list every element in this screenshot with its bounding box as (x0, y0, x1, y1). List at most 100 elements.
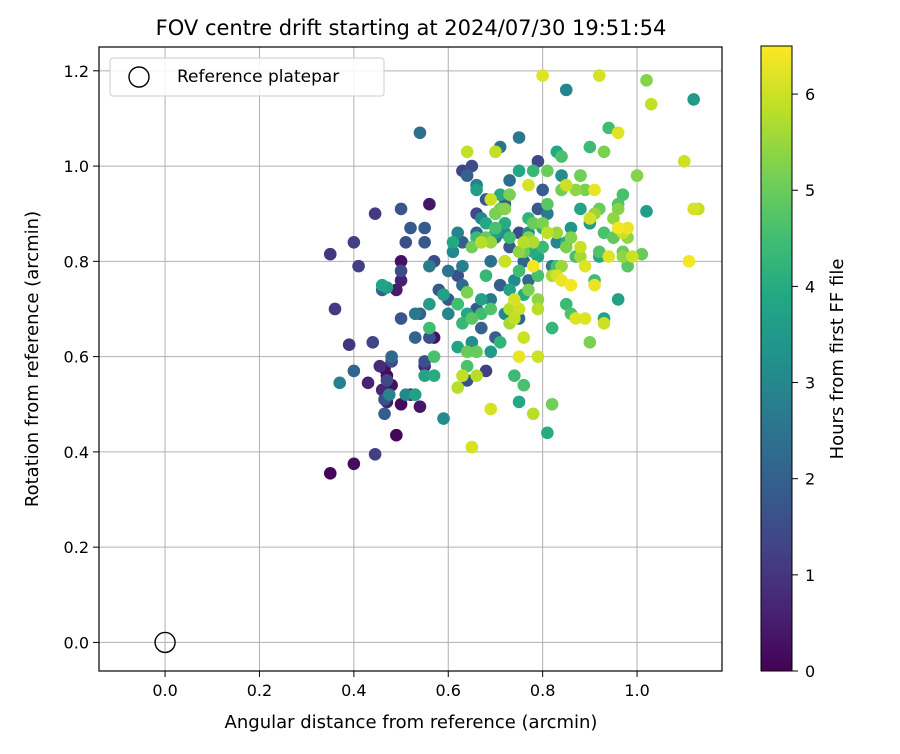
data-point (470, 345, 483, 359)
data-point (682, 255, 696, 268)
data-point (328, 302, 342, 316)
data-point (644, 97, 658, 111)
data-point (503, 302, 516, 316)
data-point (574, 240, 587, 254)
data-point (423, 321, 436, 335)
data-point (677, 155, 691, 168)
data-point (517, 378, 531, 392)
data-point (390, 428, 403, 442)
x-tick-label: 0.6 (436, 681, 461, 700)
data-point (413, 126, 427, 140)
data-point (512, 264, 526, 278)
data-point (323, 467, 337, 480)
x-tick-label: 0.4 (341, 681, 366, 700)
data-point (592, 69, 606, 82)
colorbar (760, 45, 793, 672)
data-point (451, 269, 464, 282)
data-point (446, 235, 460, 249)
data-point (437, 288, 450, 301)
data-point (687, 93, 700, 106)
data-point (366, 336, 380, 349)
data-point (602, 250, 616, 263)
data-point (380, 374, 394, 387)
data-point (578, 312, 592, 325)
data-point (465, 440, 479, 454)
colorbar-tick-label: 4 (805, 277, 815, 296)
data-point (352, 259, 365, 273)
data-point (512, 395, 526, 409)
data-point (474, 321, 488, 335)
data-point (550, 235, 564, 249)
data-point (531, 350, 545, 363)
data-point (423, 331, 436, 344)
data-point (347, 457, 361, 471)
data-point (489, 145, 502, 159)
data-point (394, 397, 408, 411)
data-point (479, 216, 493, 230)
data-point (418, 221, 431, 235)
data-point (578, 259, 592, 273)
data-point (479, 269, 493, 282)
data-point (465, 312, 479, 325)
data-point (531, 155, 545, 168)
data-point (474, 293, 488, 306)
data-point (607, 231, 620, 244)
data-point (536, 216, 549, 230)
data-point (394, 255, 408, 268)
data-point (427, 350, 441, 363)
data-point (484, 402, 498, 416)
data-point (465, 240, 479, 254)
data-point (418, 355, 431, 368)
data-point (526, 235, 540, 249)
data-point (616, 250, 630, 263)
data-point (456, 235, 469, 249)
data-point (531, 269, 545, 282)
legend: Reference platepar (109, 57, 385, 97)
data-point (574, 202, 587, 216)
x-axis-ticks: 0.0 0.2 0.4 0.6 0.8 1.0 (152, 671, 650, 700)
data-point (333, 376, 347, 390)
data-point (408, 307, 422, 321)
data-point (423, 297, 436, 311)
x-tick-label: 0.8 (530, 681, 555, 700)
data-point (559, 83, 573, 97)
data-point (522, 283, 535, 297)
data-point (526, 245, 540, 259)
data-point (545, 397, 559, 411)
data-point (373, 359, 387, 373)
data-point (531, 293, 545, 306)
data-point (446, 245, 460, 259)
data-point (512, 131, 526, 144)
data-point (456, 369, 469, 382)
colorbar-tick-label: 2 (805, 470, 815, 489)
data-point (423, 197, 436, 211)
data-point (323, 247, 337, 261)
data-point (536, 69, 549, 82)
y-tick-label: 0.2 (64, 538, 89, 557)
data-point (460, 359, 474, 373)
legend-box (109, 57, 385, 97)
data-point (564, 231, 578, 244)
data-point (602, 121, 616, 135)
data-point (375, 278, 389, 292)
y-axis-ticks: 0.0 0.2 0.4 0.6 0.8 1.0 1.2 (64, 62, 99, 652)
data-point (493, 278, 507, 292)
data-point (408, 388, 422, 402)
data-point (541, 164, 554, 178)
data-point (512, 302, 526, 316)
colorbar-tick-label: 5 (805, 181, 815, 200)
data-point (574, 169, 587, 182)
data-point (611, 202, 625, 216)
data-point (498, 202, 512, 216)
data-point (512, 245, 526, 259)
data-point (460, 145, 474, 159)
data-point (465, 159, 479, 173)
legend-label: Reference platepar (177, 67, 339, 87)
data-point (512, 226, 526, 240)
colorbar-tick-label: 0 (805, 662, 815, 681)
data-point (508, 312, 521, 325)
data-point (621, 221, 634, 235)
data-point (630, 169, 644, 182)
data-point (404, 221, 417, 235)
data-point (418, 235, 431, 249)
